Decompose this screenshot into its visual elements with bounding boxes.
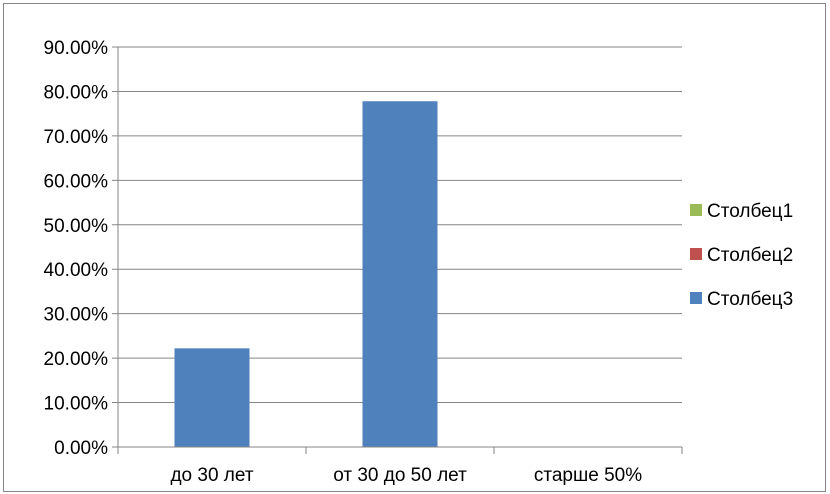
y-tick-label: 40.00%	[44, 260, 109, 281]
legend-label: Столбец2	[707, 245, 793, 266]
legend-label: Столбец3	[707, 289, 793, 310]
y-tick-label: 20.00%	[44, 349, 109, 370]
y-tick-label: 60.00%	[44, 171, 109, 192]
bar-столбец3	[362, 101, 438, 447]
y-tick-label: 0.00%	[54, 438, 108, 459]
y-tick-label: 10.00%	[44, 394, 109, 415]
x-tick-label: от 30 до 50 лет	[333, 465, 467, 486]
bar-столбец3	[174, 348, 250, 447]
legend-label: Столбец1	[707, 201, 793, 222]
y-tick-label: 80.00%	[44, 82, 109, 103]
y-tick-label: 50.00%	[44, 216, 109, 237]
legend-swatch	[690, 292, 702, 304]
y-tick-label: 70.00%	[44, 127, 109, 148]
y-tick-label: 90.00%	[44, 38, 109, 59]
y-tick-label: 30.00%	[44, 305, 109, 326]
legend-swatch	[690, 248, 702, 260]
x-tick-label: старше 50%	[534, 465, 642, 486]
x-tick-label: до 30 лет	[170, 465, 253, 486]
legend-swatch	[690, 204, 702, 216]
